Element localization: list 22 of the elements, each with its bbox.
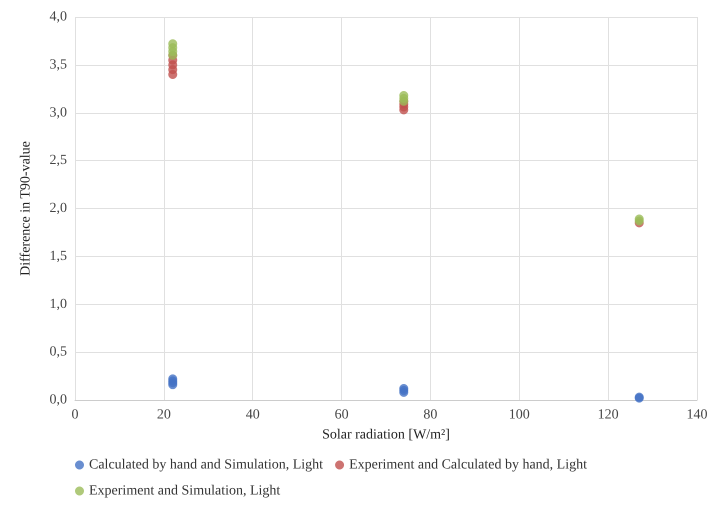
y-axis-title: Difference in T90-value bbox=[18, 141, 34, 276]
x-tick-label: 0 bbox=[72, 408, 78, 422]
y-tick-label: 1,0 bbox=[50, 296, 67, 312]
y-tick-label: 2,5 bbox=[50, 153, 67, 168]
x-axis-title: Solar radiation [W/m²] bbox=[322, 428, 450, 442]
x-tick-label: 20 bbox=[156, 408, 171, 422]
x-tick-label: 40 bbox=[246, 408, 260, 422]
y-tick-label: 0,5 bbox=[50, 344, 67, 360]
y-tick-label: 3,5 bbox=[50, 57, 67, 72]
y-tick-label: 4,0 bbox=[50, 10, 67, 24]
y-tick-label: 1,5 bbox=[50, 248, 67, 264]
x-tick-label: 100 bbox=[508, 408, 530, 422]
x-tick-label: 140 bbox=[686, 408, 708, 422]
x-tick-label: 80 bbox=[423, 408, 438, 422]
legend-label: Calculated by hand and Simulation, Light bbox=[89, 458, 324, 472]
x-tick-label: 60 bbox=[334, 408, 349, 422]
x-tick-label: 120 bbox=[598, 408, 619, 422]
y-tick-label: 2,0 bbox=[50, 201, 67, 216]
y-tick-label: 0,0 bbox=[50, 392, 67, 408]
legend-label: Experiment and Simulation, Light bbox=[89, 484, 280, 498]
legend-label: Experiment and Calculated by hand, Light bbox=[349, 458, 588, 472]
y-tick-label: 3,0 bbox=[50, 105, 67, 120]
